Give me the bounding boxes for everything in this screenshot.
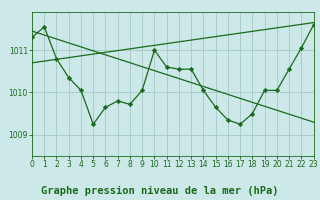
Text: Graphe pression niveau de la mer (hPa): Graphe pression niveau de la mer (hPa): [41, 186, 279, 196]
